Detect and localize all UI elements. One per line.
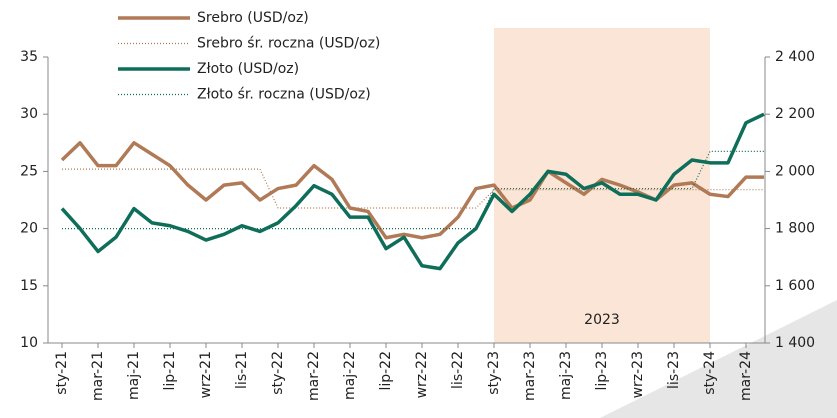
y2-tick-label: 1 400 bbox=[775, 335, 815, 351]
y-tick-label: 15 bbox=[20, 278, 38, 294]
x-tick-label: wrz-21 bbox=[198, 351, 214, 398]
y-tick-label: 20 bbox=[20, 221, 38, 237]
y-tick-label: 35 bbox=[20, 49, 38, 65]
x-tick-label: lip-23 bbox=[594, 351, 610, 391]
y-tick-label: 30 bbox=[20, 106, 38, 122]
x-tick-label: sty-21 bbox=[54, 351, 70, 395]
x-tick-label: sty-24 bbox=[702, 351, 718, 395]
x-tick-label: mar-24 bbox=[738, 351, 754, 401]
average-line bbox=[62, 168, 764, 209]
y-tick-label: 10 bbox=[20, 335, 38, 351]
x-tick-label: lis-21 bbox=[234, 351, 250, 389]
x-tick-label: mar-22 bbox=[306, 351, 322, 401]
x-tick-label: mar-23 bbox=[522, 351, 538, 401]
x-tick-label: sty-23 bbox=[486, 351, 502, 395]
x-tick-label: mar-21 bbox=[90, 351, 106, 401]
x-tick-label: sty-22 bbox=[270, 351, 286, 395]
legend-label: Srebro śr. roczna (USD/oz) bbox=[197, 36, 380, 52]
y-tick-label: 25 bbox=[20, 163, 38, 179]
x-tick-label: maj-22 bbox=[342, 351, 358, 400]
legend-label: Srebro (USD/oz) bbox=[197, 10, 309, 26]
x-tick-label: lip-22 bbox=[378, 351, 394, 391]
y2-tick-label: 1 800 bbox=[775, 221, 815, 237]
highlight-label: 2023 bbox=[584, 312, 620, 328]
corner-decoration bbox=[600, 300, 837, 418]
x-tick-label: lis-23 bbox=[666, 351, 682, 389]
x-tick-label: maj-23 bbox=[558, 351, 574, 400]
legend-label: Złoto (USD/oz) bbox=[197, 61, 299, 77]
x-tick-label: maj-21 bbox=[126, 351, 142, 400]
y2-tick-label: 2 400 bbox=[775, 49, 815, 65]
y2-tick-label: 2 000 bbox=[775, 163, 815, 179]
x-tick-label: lis-22 bbox=[450, 351, 466, 389]
x-tick-label: wrz-23 bbox=[630, 351, 646, 398]
x-tick-label: wrz-22 bbox=[414, 351, 430, 398]
legend-label: Złoto śr. roczna (USD/oz) bbox=[197, 87, 371, 103]
y2-tick-label: 1 600 bbox=[775, 278, 815, 294]
average-line bbox=[62, 150, 764, 230]
y2-tick-label: 2 200 bbox=[775, 106, 815, 122]
x-tick-label: lip-21 bbox=[162, 351, 178, 391]
